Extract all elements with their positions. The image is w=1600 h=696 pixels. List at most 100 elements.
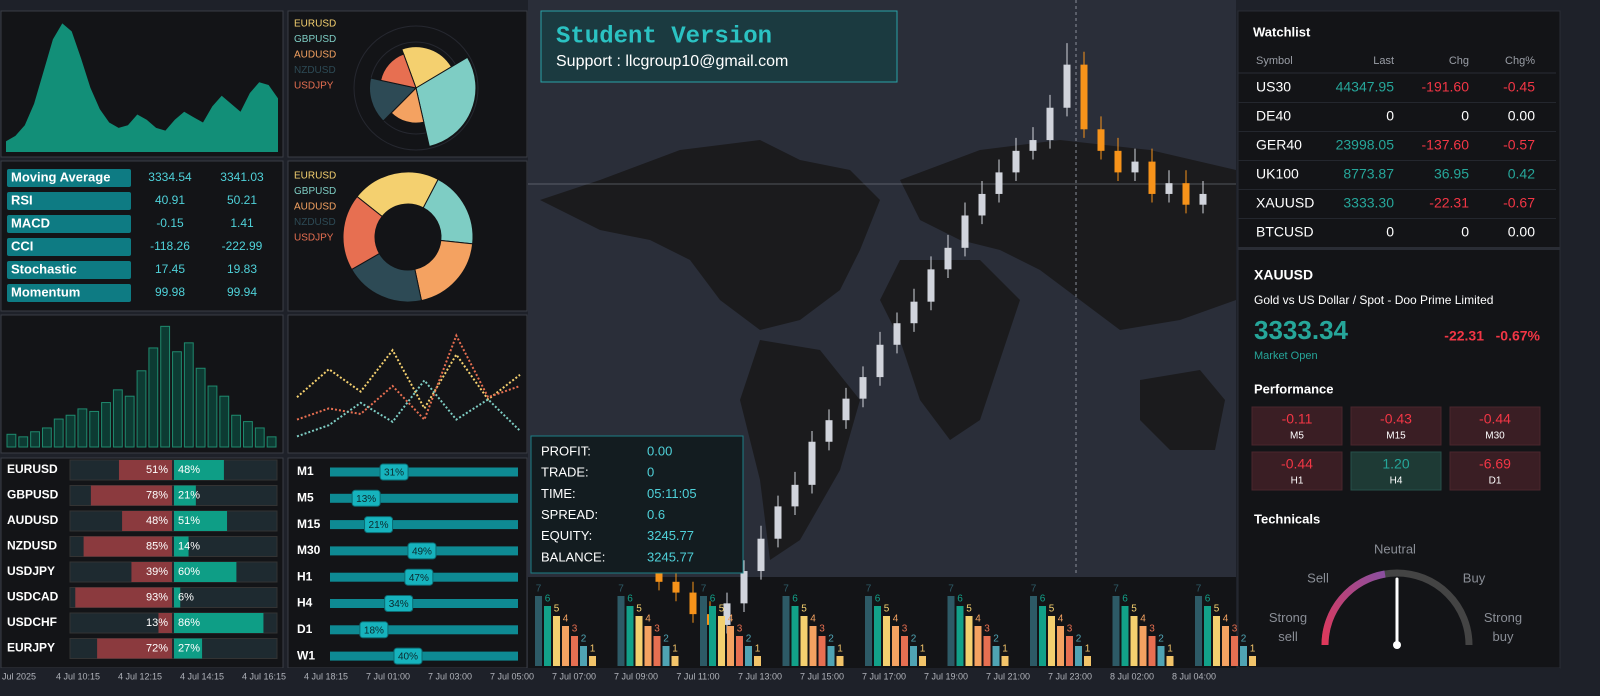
- timeframe-label: W1: [297, 648, 315, 662]
- time-label: 7 Jul 01:00: [366, 671, 410, 681]
- legend-entry: NZDUSD: [294, 217, 336, 228]
- sell-label: 78%: [146, 489, 168, 501]
- group-bar: [1130, 616, 1138, 666]
- timeframe-track: [330, 625, 518, 635]
- symbol-name: XAUUSD: [1254, 267, 1313, 283]
- candle-body: [1012, 150, 1020, 173]
- time-label: 7 Jul 11:00: [676, 671, 719, 681]
- group-bar-label: 6: [1205, 594, 1211, 605]
- group-bar: [947, 596, 955, 666]
- buy-label: 6%: [178, 591, 194, 603]
- sell-bar: [158, 613, 172, 633]
- timeframe-track: [330, 651, 518, 661]
- group-bar-label: 7: [1196, 584, 1202, 595]
- buy-bar: [174, 613, 264, 633]
- indicator-value: 3334.54: [148, 170, 192, 184]
- group-bar: [745, 646, 752, 666]
- time-label: 7 Jul 07:00: [552, 671, 596, 681]
- watchlist-cell: -22.31: [1429, 195, 1469, 211]
- candle-body: [791, 484, 799, 507]
- indicator-pill: [7, 238, 131, 256]
- group-bar-label: 7: [701, 584, 707, 595]
- indicator-pill: [7, 284, 131, 302]
- group-bar: [883, 616, 890, 666]
- time-label: 7 Jul 23:00: [1048, 671, 1092, 681]
- strength-symbol: AUDUSD: [7, 513, 59, 527]
- polar-wedge: [369, 77, 417, 122]
- watchlist-cell: 0.00: [1508, 224, 1535, 240]
- performance-title: Performance: [1254, 381, 1333, 396]
- performance-box: [1449, 406, 1541, 446]
- group-bar-label: 4: [563, 614, 569, 625]
- sell-label: 93%: [146, 591, 168, 603]
- group-bar-label: 5: [1131, 604, 1137, 615]
- buy-bar: [174, 511, 228, 531]
- group-bar: [1030, 596, 1037, 666]
- buy-label: 86%: [178, 617, 200, 629]
- group-bar-label: 5: [966, 604, 972, 615]
- indicator-value: 40.91: [155, 193, 185, 207]
- group-bar-label: 6: [1040, 594, 1046, 605]
- group-bar-label: 2: [1076, 634, 1082, 645]
- performance-box: [1251, 406, 1343, 446]
- symbol-desc: Gold vs US Dollar / Spot - Doo Prime Lim…: [1254, 293, 1493, 307]
- line-series: [296, 348, 521, 411]
- group-bar: [827, 646, 835, 666]
- watchlist-cell: XAUUSD: [1256, 195, 1314, 211]
- group-bar-label: 1: [1167, 644, 1173, 655]
- time-label: 4 Jul 10:15: [56, 671, 100, 681]
- account-box: [530, 435, 744, 574]
- watchlist-title: Watchlist: [1253, 24, 1311, 39]
- time-label: 7 Jul 17:00: [862, 671, 906, 681]
- group-bar-label: 3: [1232, 624, 1238, 635]
- indicator-name: MACD: [11, 215, 50, 230]
- group-bar: [1222, 626, 1229, 666]
- group-bar-label: 1: [755, 644, 761, 655]
- group-bar-label: 4: [1223, 614, 1229, 625]
- group-bar-label: 6: [792, 594, 798, 605]
- account-label: BALANCE:: [541, 549, 605, 564]
- buy-label: 51%: [178, 515, 200, 527]
- area: [6, 23, 278, 153]
- group-bar-label: 1: [672, 644, 678, 655]
- legend-entry: AUDUSD: [294, 50, 336, 61]
- watchlist-cell: 0.00: [1508, 108, 1535, 124]
- group-bar: [1157, 646, 1165, 666]
- line-series: [296, 378, 521, 438]
- group-bar: [983, 636, 991, 666]
- strength-symbol: USDCHF: [7, 615, 57, 629]
- indicator-name: CCI: [11, 238, 33, 253]
- timeframe-value: 40%: [398, 652, 418, 663]
- sell-label: 51%: [146, 464, 168, 476]
- group-bar-label: 2: [581, 634, 587, 645]
- polar-wedge: [401, 46, 453, 89]
- strength-symbol: EURUSD: [7, 462, 58, 476]
- candle-body: [910, 301, 918, 324]
- timeframe-value: 34%: [389, 599, 409, 610]
- group-bar: [992, 646, 1000, 666]
- candle-body: [944, 247, 952, 270]
- group-bar: [782, 596, 790, 666]
- group-bar-label: 5: [554, 604, 560, 615]
- candle-body: [961, 215, 969, 248]
- indicator-value: 1.41: [230, 216, 254, 230]
- candle-body: [876, 344, 884, 378]
- candle-body: [1080, 64, 1088, 130]
- group-bar-label: 2: [663, 634, 669, 645]
- group-bar: [791, 606, 799, 666]
- watchlist-cell: BTCUSD: [1256, 224, 1314, 240]
- group-bar: [1001, 656, 1009, 666]
- candle-body: [1029, 140, 1037, 151]
- candle-body: [1063, 64, 1071, 108]
- indicator-name: Moving Average: [11, 169, 110, 184]
- candle-body: [774, 506, 782, 539]
- timeframe-pill: [384, 595, 414, 612]
- strength-symbol: EURJPY: [7, 641, 55, 655]
- panel: [287, 457, 528, 669]
- group-bar-label: 5: [719, 604, 725, 615]
- timeframe-label: H4: [297, 596, 313, 610]
- hist-bar: [231, 414, 242, 448]
- group-bar-label: 1: [1250, 644, 1256, 655]
- hist-bar: [112, 389, 123, 448]
